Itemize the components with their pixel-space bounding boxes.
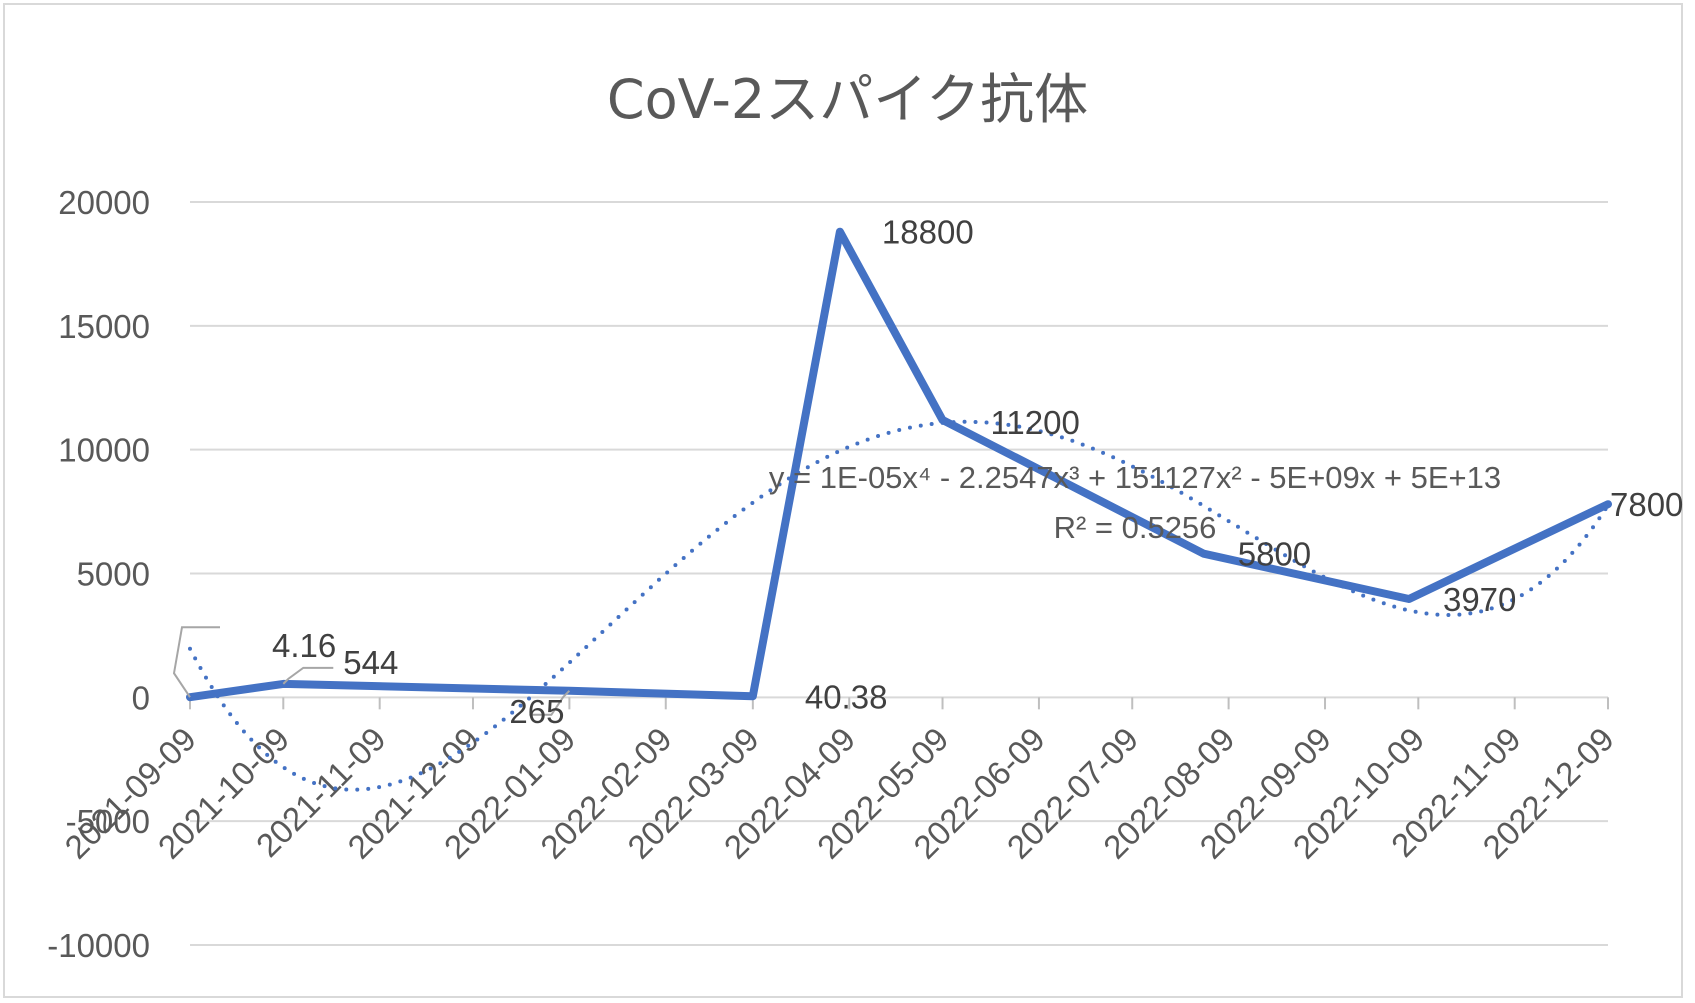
data-point bbox=[838, 230, 841, 233]
y-tick-label: 20000 bbox=[58, 184, 150, 221]
chart-frame bbox=[3, 3, 1683, 998]
data-label: 7800 bbox=[1610, 486, 1683, 523]
trendline-r-squared: R² = 0.5256 bbox=[1054, 510, 1217, 545]
y-axis-tick-labels: 20000 15000 10000 5000 0 -5000 -10000 bbox=[47, 184, 150, 964]
data-label-leader bbox=[172, 626, 220, 698]
data-label: 544 bbox=[343, 644, 398, 681]
data-label-leader bbox=[529, 690, 571, 716]
data-label-leader bbox=[282, 666, 334, 685]
y-tick-label: -5000 bbox=[66, 803, 150, 840]
chart-title: CoV-2スパイク抗体 bbox=[606, 68, 1089, 131]
y-tick-label: 0 bbox=[132, 679, 150, 716]
data-label: 11200 bbox=[991, 404, 1080, 441]
y-tick-label: 5000 bbox=[77, 556, 150, 593]
data-point bbox=[1607, 503, 1609, 506]
data-label: 265 bbox=[509, 693, 564, 730]
data-label: 3970 bbox=[1443, 581, 1516, 618]
data-label: 5800 bbox=[1238, 536, 1311, 573]
data-labels: 4.16 544 265 40.38 18800 11200 5800 3970 7800 bbox=[172, 214, 1683, 730]
x-axis-tick-labels: 2021-09-092021-10-092021-11-092021-12-09… bbox=[57, 720, 1621, 866]
y-tick-label: 10000 bbox=[58, 432, 150, 469]
data-point bbox=[1202, 552, 1205, 555]
y-tick-label: -10000 bbox=[47, 927, 150, 964]
data-label: 4.16 bbox=[272, 627, 336, 664]
data-point bbox=[1407, 598, 1410, 601]
trendline-path bbox=[188, 419, 1610, 792]
gridlines bbox=[189, 201, 1609, 946]
trendline bbox=[188, 419, 1610, 792]
data-point bbox=[751, 695, 754, 698]
data-point bbox=[941, 418, 944, 421]
trendline-equation: y = 1E-05x⁴ - 2.2547x³ + 151127x² - 5E+0… bbox=[769, 460, 1501, 495]
y-tick-label: 15000 bbox=[58, 308, 150, 345]
data-label: 18800 bbox=[882, 214, 974, 251]
data-label: 40.38 bbox=[805, 678, 888, 715]
